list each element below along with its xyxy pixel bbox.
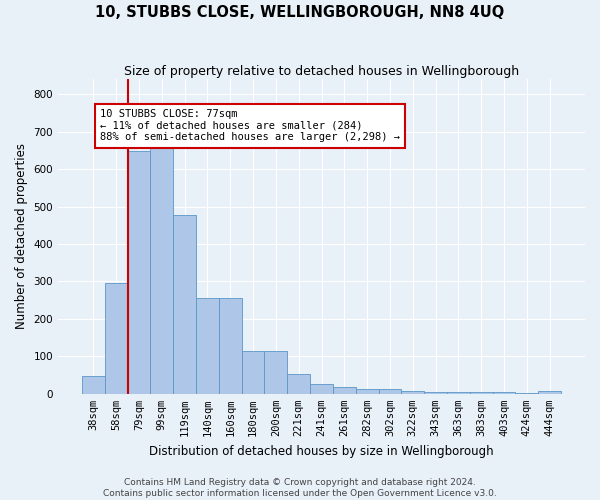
Bar	[493, 392, 515, 394]
Bar	[173, 215, 196, 394]
Bar	[287, 374, 310, 394]
Text: 10, STUBBS CLOSE, WELLINGBOROUGH, NN8 4UQ: 10, STUBBS CLOSE, WELLINGBOROUGH, NN8 4U…	[95, 5, 505, 20]
Bar	[310, 384, 333, 394]
Bar	[515, 393, 538, 394]
Text: 10 STUBBS CLOSE: 77sqm
← 11% of detached houses are smaller (284)
88% of semi-de: 10 STUBBS CLOSE: 77sqm ← 11% of detached…	[100, 109, 400, 142]
Y-axis label: Number of detached properties: Number of detached properties	[15, 144, 28, 330]
Bar	[265, 351, 287, 394]
Bar	[333, 387, 356, 394]
Bar	[219, 298, 242, 394]
Bar	[379, 388, 401, 394]
Bar	[401, 391, 424, 394]
Title: Size of property relative to detached houses in Wellingborough: Size of property relative to detached ho…	[124, 65, 519, 78]
Bar	[242, 351, 265, 394]
Bar	[128, 151, 151, 394]
Bar	[82, 376, 105, 394]
X-axis label: Distribution of detached houses by size in Wellingborough: Distribution of detached houses by size …	[149, 444, 494, 458]
Text: Contains HM Land Registry data © Crown copyright and database right 2024.
Contai: Contains HM Land Registry data © Crown c…	[103, 478, 497, 498]
Bar	[470, 392, 493, 394]
Bar	[424, 392, 447, 394]
Bar	[196, 298, 219, 394]
Bar	[151, 146, 173, 394]
Bar	[105, 284, 128, 394]
Bar	[538, 391, 561, 394]
Bar	[447, 392, 470, 394]
Bar	[356, 388, 379, 394]
